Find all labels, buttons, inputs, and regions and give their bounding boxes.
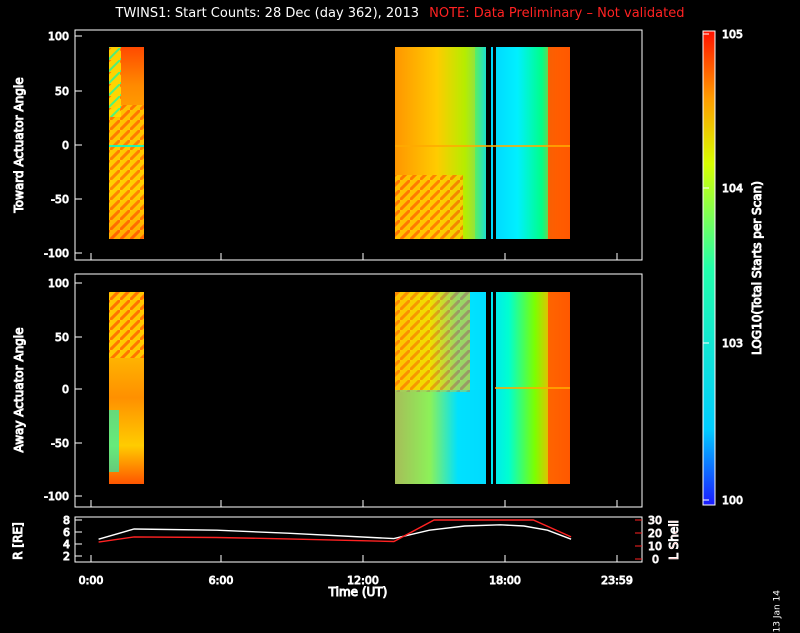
bottom-y-label-minus-100: -100 — [44, 490, 69, 503]
bottom-black-gap-2 — [493, 292, 496, 484]
top-y-label-0: 0 — [62, 139, 69, 152]
top-heatmap-panel: 100 50 0 -50 -100 Toward Actuator Angle — [12, 29, 643, 261]
l-shell-series-line — [98, 519, 572, 543]
colorbar-label-2: 100 — [722, 494, 743, 507]
line-right-label-0: 0 — [652, 553, 659, 566]
top-left-pattern — [109, 105, 144, 239]
bottom-heatmap-panel: 100 50 0 -50 -100 Away Actuator Angle — [12, 273, 643, 508]
line-x-label-24: 23:59 — [601, 574, 633, 587]
top-y-label-minus-100: -100 — [44, 247, 69, 260]
top-black-gap-1 — [486, 47, 491, 239]
title-group: TWINS1: Start Counts: 28 Dec (day 362), … — [0, 6, 800, 22]
line-right-label-20: 20 — [648, 527, 662, 540]
colorbar-ticks: 105 104 103 100 LOG10(Total Starts per S… — [703, 28, 765, 508]
colorbar-frame — [702, 30, 716, 506]
top-right-curve-b — [395, 175, 463, 239]
colorbar-label-4: 104 — [722, 182, 743, 195]
bottom-y-title: Away Actuator Angle — [12, 327, 26, 452]
colorbar-label-5: 105 — [722, 28, 743, 41]
bottom-black-gap-1 — [486, 292, 491, 484]
line-left-label-8: 8 — [63, 514, 70, 527]
top-red-right-band — [548, 47, 570, 239]
bottom-left-pattern-2 — [109, 410, 119, 472]
line-x-label-0: 0:00 — [79, 574, 104, 587]
line-left-label-2: 2 — [63, 550, 70, 563]
line-left-axis-title: R [RE] — [11, 522, 25, 559]
top-heatmap-content — [109, 47, 570, 239]
top-left-pattern-2 — [109, 47, 121, 117]
bottom-right-curve-b — [395, 390, 490, 484]
bottom-heatmap-content — [109, 292, 570, 484]
line-grid-axes: 8 6 4 2 R [RE] 30 20 10 0 L Shell 0:0 — [11, 514, 682, 600]
date-stamp: 13 Jan 14 — [772, 590, 782, 633]
top-zero-line-right — [395, 145, 570, 147]
top-y-label-100: 100 — [48, 30, 69, 43]
colorbar: 105 104 103 100 LOG10(Total Starts per S… — [702, 28, 765, 508]
top-y-label-minus-50: -50 — [51, 193, 69, 206]
line-panel: 8 6 4 2 R [RE] 30 20 10 0 L Shell 0:0 — [11, 514, 682, 600]
top-y-title: Toward Actuator Angle — [12, 77, 26, 213]
line-right-label-10: 10 — [648, 540, 662, 553]
top-black-gap-2 — [493, 47, 496, 239]
top-x-axis — [75, 253, 642, 261]
top-y-label-50: 50 — [55, 85, 69, 98]
line-x-axis-title: Time (UT) — [328, 585, 388, 599]
line-left-label-6: 6 — [63, 526, 70, 539]
bottom-y-label-100: 100 — [48, 277, 69, 290]
bottom-right-curve-a — [395, 292, 470, 392]
line-x-label-12: 12:00 — [347, 574, 379, 587]
bottom-zero-line-right — [495, 387, 570, 389]
bottom-y-label-0: 0 — [62, 383, 69, 396]
figure-stage: TWINS1: Start Counts: 28 Dec (day 362), … — [0, 6, 800, 633]
line-x-label-6: 6:00 — [209, 574, 234, 587]
top-y-axis: 100 50 0 -50 -100 Toward Actuator Angle — [12, 30, 82, 261]
line-right-axis-title: L Shell — [667, 520, 681, 560]
r-series-line — [98, 524, 572, 540]
bottom-y-label-50: 50 — [55, 331, 69, 344]
bottom-x-axis — [75, 500, 642, 508]
colorbar-title: LOG10(Total Starts per Scan) — [750, 181, 764, 355]
figure-svg: 100 50 0 -50 -100 Toward Actuator Angle — [11, 28, 765, 600]
note-title: NOTE: Data Preliminary – Not validated — [429, 6, 685, 21]
top-zero-line-left — [109, 145, 144, 147]
line-panel-frame — [74, 516, 643, 563]
bottom-y-label-minus-50: -50 — [51, 437, 69, 450]
line-series-layer — [98, 519, 572, 543]
line-left-label-4: 4 — [63, 538, 70, 551]
colorbar-label-3: 103 — [722, 337, 743, 350]
line-right-label-30: 30 — [648, 514, 662, 527]
bottom-y-axis: 100 50 0 -50 -100 Away Actuator Angle — [12, 274, 82, 507]
page-title: TWINS1: Start Counts: 28 Dec (day 362), … — [115, 6, 419, 21]
line-x-label-18: 18:00 — [489, 574, 521, 587]
bottom-left-pattern — [109, 292, 144, 358]
